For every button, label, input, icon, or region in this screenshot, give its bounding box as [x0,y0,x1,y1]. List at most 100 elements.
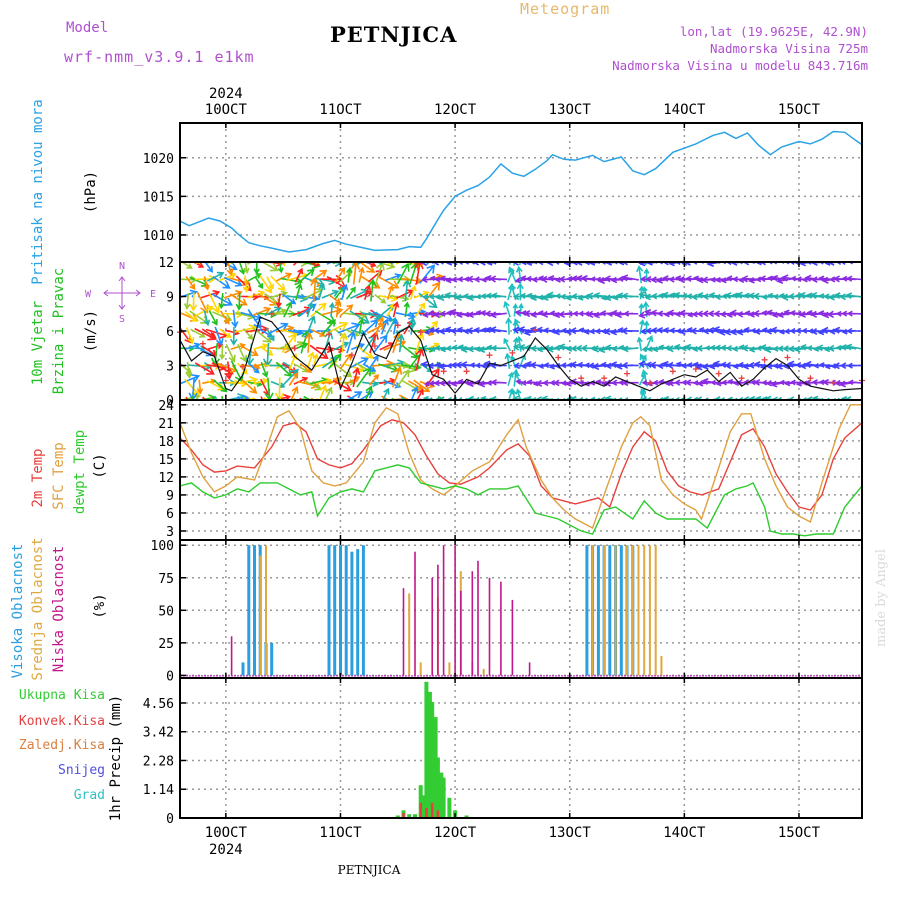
y-tick-label: 1.14 [143,783,174,798]
wind-gust-marker [199,340,206,347]
wind-arrow [310,328,326,337]
y-tick-label: 24 [158,399,174,414]
high-cloud-bar [585,545,589,676]
low-cloud-bar [500,581,502,676]
wind-arrow [640,388,648,400]
wind-arrow [620,327,639,335]
wind-arrow [504,352,512,370]
wind-arrow [237,344,248,363]
wind-arrow [392,301,400,318]
wind-arrow [846,275,862,282]
wind-arrow [507,371,514,386]
wind-arrow [514,372,523,386]
wind-arrow [326,321,349,335]
wind-arrow [846,362,862,369]
mid-cloud-bar [643,545,646,676]
frame-layer [179,122,863,819]
wind-arrow [408,317,417,335]
wind-arrow [386,284,394,300]
wind-arrow [347,391,363,400]
wind-arrow [516,335,523,352]
wind-arrow [636,265,644,284]
x-tick-label-bottom: 10OCT [205,825,248,841]
wind-arrow [515,388,522,400]
wind-arrow [318,384,328,400]
legend-total-precip: Ukupna Kisa [19,688,105,703]
wind-gust-marker [348,352,355,359]
total-precip-bar [421,795,425,818]
wind-gust-marker [692,366,699,372]
wind-arrow [277,262,284,274]
wind-arrow [260,361,269,378]
wind-arrow [218,293,225,310]
y-tick-label: 9 [166,489,174,504]
high-cloud-bar [339,545,342,676]
wind-arrow [505,317,513,335]
wind-arrow [180,262,193,269]
data-layer [177,130,865,819]
cloud-unit-label: (%) [92,593,108,618]
wind-arrow [333,341,350,351]
wind-arrow [503,300,511,318]
wind-arrow [355,344,374,359]
wind-arrow [490,379,507,386]
wind-arrow [260,262,279,272]
wind-arrow [334,300,342,318]
wind-arrow [657,397,673,400]
legend-freezing-precip: Zaledj.Kisa [19,738,105,753]
wind-arrow [201,328,217,339]
wind-arrow [622,345,639,353]
wind-arrow [339,353,352,370]
high-cloud-bar [608,545,612,676]
wind-gust-marker [394,322,401,329]
wind-arrow [339,304,354,317]
wind-arrow [219,328,232,339]
pressure-unit-label: (hPa) [83,171,99,213]
total-precip-bar [439,772,444,818]
model-label: Model [66,20,109,36]
wind-arrow [304,331,314,353]
wind-arrow [334,267,346,283]
wind-arrow [846,327,862,335]
wind-arrow [415,347,425,371]
low-cloud-bar [471,571,474,676]
y-tick-label: 9 [166,291,174,306]
y-tick-label: 12 [158,471,174,486]
mid-cloud-bar [482,668,485,676]
total-precip-bar [435,757,440,818]
wind-arrow [513,318,523,335]
mid-cloud-bar [419,662,422,676]
wind-arrow [226,262,234,276]
wind-arrow [235,292,243,311]
high-cloud-bar [344,545,348,676]
wind-arrow [846,310,862,317]
wind-arrow [403,301,411,318]
wind-arrow [294,267,304,283]
x-tick-label-bottom: 11OCT [319,825,362,841]
wind-arrow [489,326,508,334]
y-tick-label: 75 [158,572,174,587]
wind-arrow [310,302,327,318]
wind-arrow [621,292,639,300]
mid-cloud-axis-title: Srednja Oblacnost [30,537,46,680]
wind-arrow [473,326,490,334]
wind-arrow [212,275,231,289]
wind-arrow [396,262,410,285]
conv-precip-bar [425,807,428,818]
wind-arrow [512,303,519,317]
wind-arrow [190,328,206,338]
wind-gust-marker [291,345,298,352]
wind-arrow [457,262,472,265]
wind-arrow [337,322,361,334]
wind-arrow [248,362,260,374]
mid-cloud-bar [614,545,617,676]
high-cloud-bar [350,551,354,676]
mid-cloud-bar [603,545,606,676]
y-tick-label: 3 [166,360,174,375]
wind-arrow [253,262,260,275]
y-tick-label: 0 [166,812,174,827]
wind-arrow [242,275,250,293]
low-cloud-bar [454,545,456,676]
wind-arrow [184,310,198,322]
wind-gust-marker [440,368,447,375]
